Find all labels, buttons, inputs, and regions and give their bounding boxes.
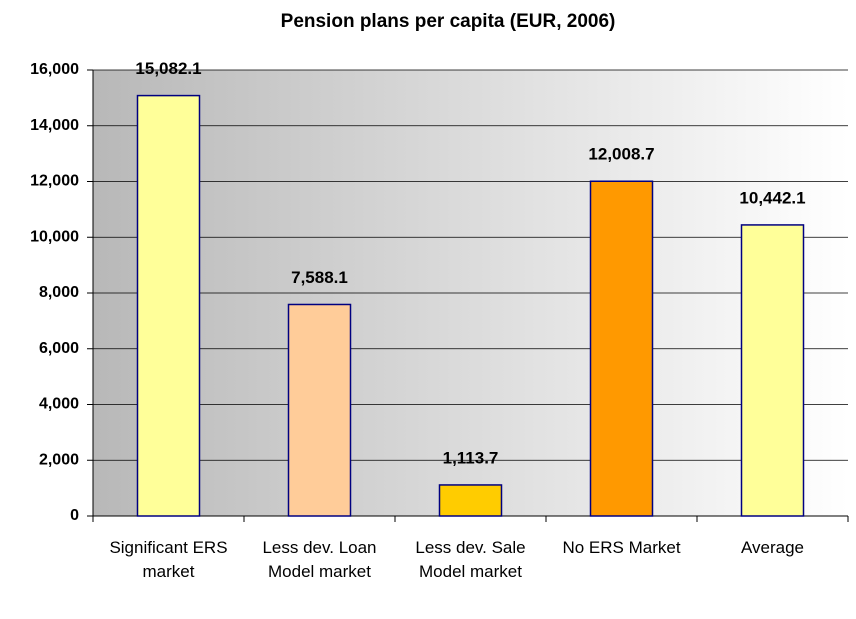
x-tick-label: Significant ERS market xyxy=(109,538,228,581)
chart-title: Pension plans per capita (EUR, 2006) xyxy=(281,11,616,32)
y-tick-label: 12,000 xyxy=(30,173,79,190)
y-tick-label: 0 xyxy=(70,507,79,524)
value-label: 15,082.1 xyxy=(135,59,201,78)
value-label: 10,442.1 xyxy=(739,188,805,207)
value-label: 7,588.1 xyxy=(291,268,348,287)
y-tick-label: 6,000 xyxy=(39,340,79,357)
value-label: 12,008.7 xyxy=(588,145,654,164)
x-tick-label: Less dev. Sale Model market xyxy=(415,538,526,581)
x-tick-label: Average xyxy=(740,538,804,557)
y-tick-label: 10,000 xyxy=(30,228,79,245)
y-tick-label: 16,000 xyxy=(30,61,79,78)
bar xyxy=(287,303,352,517)
y-tick-label: 2,000 xyxy=(39,451,79,468)
y-tick-label: 8,000 xyxy=(39,284,79,301)
bar xyxy=(438,484,503,517)
x-tick-label: No ERS Market xyxy=(562,538,681,557)
bar xyxy=(740,224,805,517)
x-tick-label: Less dev. Loan Model market xyxy=(262,538,377,581)
value-label: 1,113.7 xyxy=(443,448,499,467)
y-tick-label: 14,000 xyxy=(30,117,79,134)
bar xyxy=(589,180,654,517)
bar xyxy=(136,94,201,517)
y-tick-label: 4,000 xyxy=(39,396,79,413)
